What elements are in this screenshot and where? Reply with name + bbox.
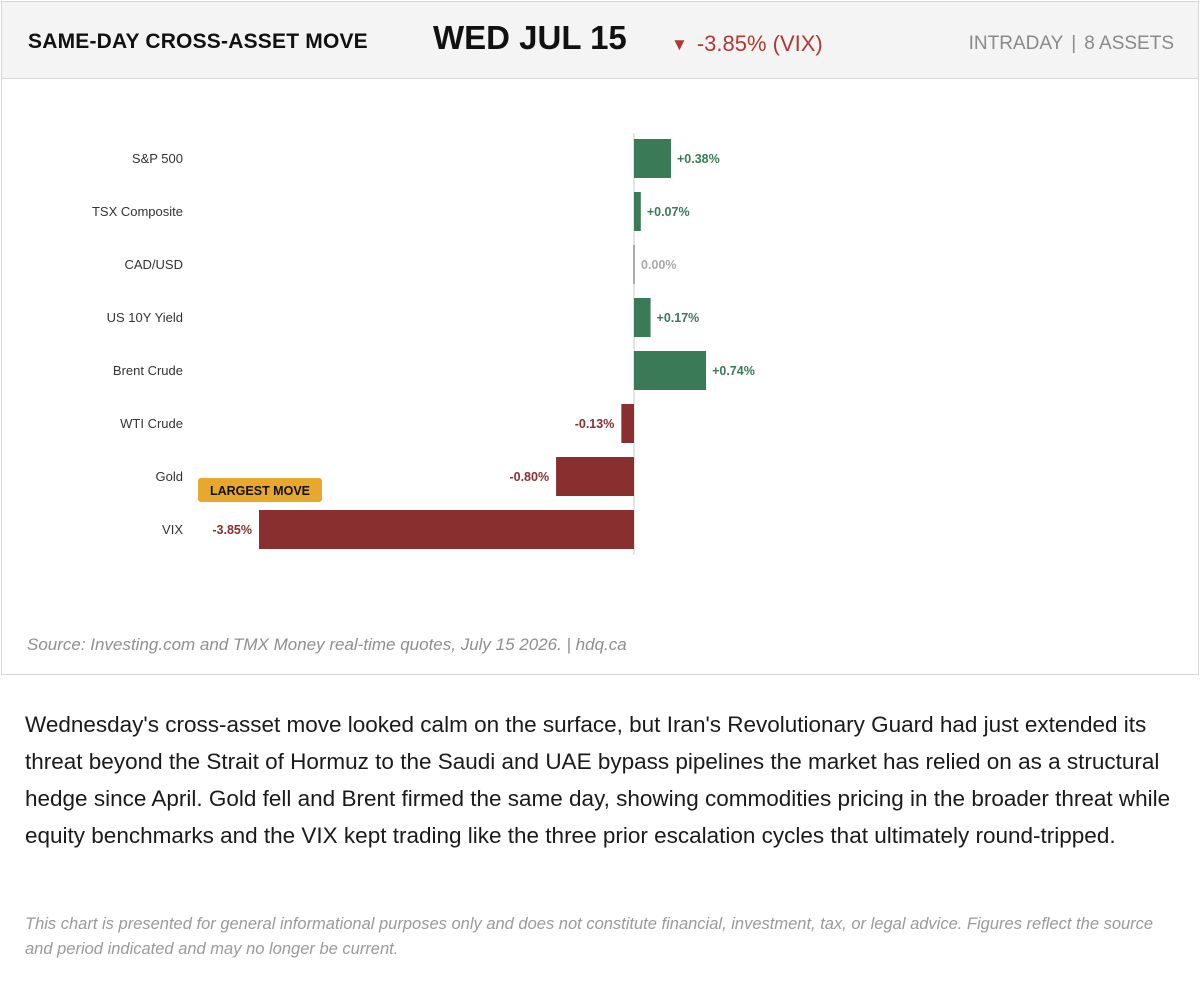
bar bbox=[259, 510, 634, 549]
category-label: Gold bbox=[156, 469, 183, 484]
value-label: +0.74% bbox=[712, 364, 755, 378]
meta-period: INTRADAY bbox=[968, 33, 1064, 54]
chart-label: SAME-DAY CROSS-ASSET MOVE bbox=[28, 30, 368, 53]
chart-card: SAME-DAY CROSS-ASSET MOVE WED JUL 15 ▼ -3… bbox=[1, 1, 1199, 675]
meta-separator: | bbox=[1071, 33, 1077, 54]
category-label: S&P 500 bbox=[132, 151, 183, 166]
meta-asset-count: 8 ASSETS bbox=[1084, 33, 1174, 54]
value-label: -3.85% bbox=[212, 523, 252, 537]
bar bbox=[634, 192, 641, 231]
category-label: CAD/USD bbox=[124, 257, 183, 272]
largest-move-badge bbox=[198, 478, 322, 502]
largest-move-badge-label: LARGEST MOVE bbox=[210, 484, 310, 498]
article-paragraph: Wednesday's cross-asset move looked calm… bbox=[25, 712, 1171, 848]
bar bbox=[633, 245, 635, 284]
value-label: 0.00% bbox=[641, 258, 676, 272]
headline-move: ▼ -3.85% (VIX) bbox=[671, 31, 823, 57]
bar bbox=[621, 404, 634, 443]
down-triangle-icon: ▼ bbox=[671, 35, 688, 54]
value-label: +0.17% bbox=[657, 311, 700, 325]
bar bbox=[556, 457, 634, 496]
bar bbox=[634, 298, 651, 337]
category-label: TSX Composite bbox=[92, 204, 183, 219]
bar-chart: S&P 500 +0.38% TSX Composite +0.07% CAD/USD 0… bbox=[92, 133, 755, 555]
disclaimer: This chart is presented for general info… bbox=[25, 915, 1154, 958]
value-label: -0.80% bbox=[509, 470, 549, 484]
category-label: US 10Y Yield bbox=[107, 310, 183, 325]
chart-meta: INTRADAY | 8 ASSETS bbox=[969, 33, 1174, 55]
source-note: Source: Investing.com and TMX Money real… bbox=[27, 635, 627, 654]
chart-header: SAME-DAY CROSS-ASSET MOVE WED JUL 15 ▼ -3… bbox=[2, 2, 1198, 79]
value-label: -0.13% bbox=[575, 417, 615, 431]
value-label: +0.07% bbox=[647, 205, 690, 219]
bar bbox=[634, 139, 672, 178]
headline-move-text: -3.85% (VIX) bbox=[696, 31, 823, 56]
value-label: +0.38% bbox=[677, 152, 720, 166]
category-label: WTI Crude bbox=[120, 416, 183, 431]
category-label: VIX bbox=[162, 522, 183, 537]
bar bbox=[634, 351, 707, 390]
chart-date: WED JUL 15 bbox=[433, 19, 627, 56]
category-label: Brent Crude bbox=[113, 363, 183, 378]
